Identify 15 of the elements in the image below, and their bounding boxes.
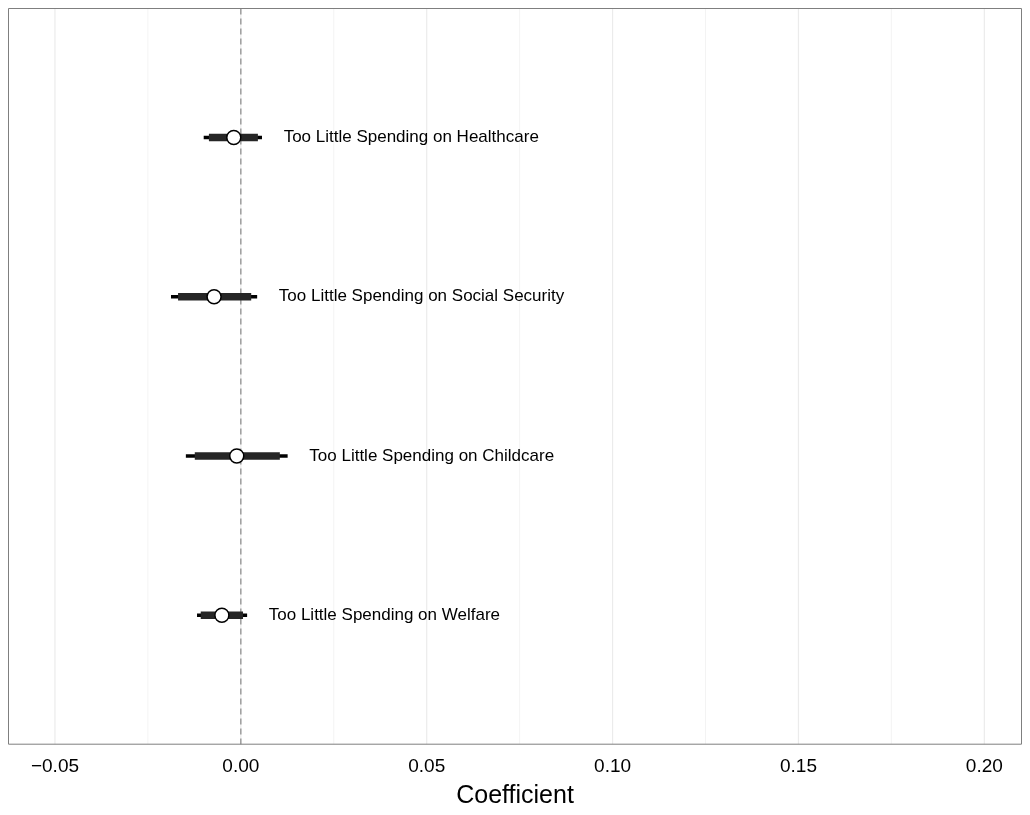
x-axis-title: Coefficient: [456, 779, 574, 808]
point: [206, 288, 222, 305]
x-tick-label: 0.00: [222, 754, 260, 776]
y-tick-label: Too Little Spending on Social Security: [278, 286, 565, 306]
x-tick-label: 0.10: [594, 754, 632, 776]
y-tick-label: Too Little Spending on Healthcare: [283, 127, 539, 147]
y-tick-label: Too Little Spending on Childcare: [309, 445, 555, 465]
point: [214, 607, 230, 623]
y-tick-label: Too Little Spending on Welfare: [268, 604, 501, 624]
x-tick-label: 0.20: [965, 754, 1003, 776]
x-tick-label: 0.15: [779, 754, 817, 776]
point: [226, 129, 242, 146]
x-tick-label: 0.05: [408, 754, 446, 776]
point: [229, 448, 245, 464]
x-tick-label: −0.05: [30, 754, 80, 776]
